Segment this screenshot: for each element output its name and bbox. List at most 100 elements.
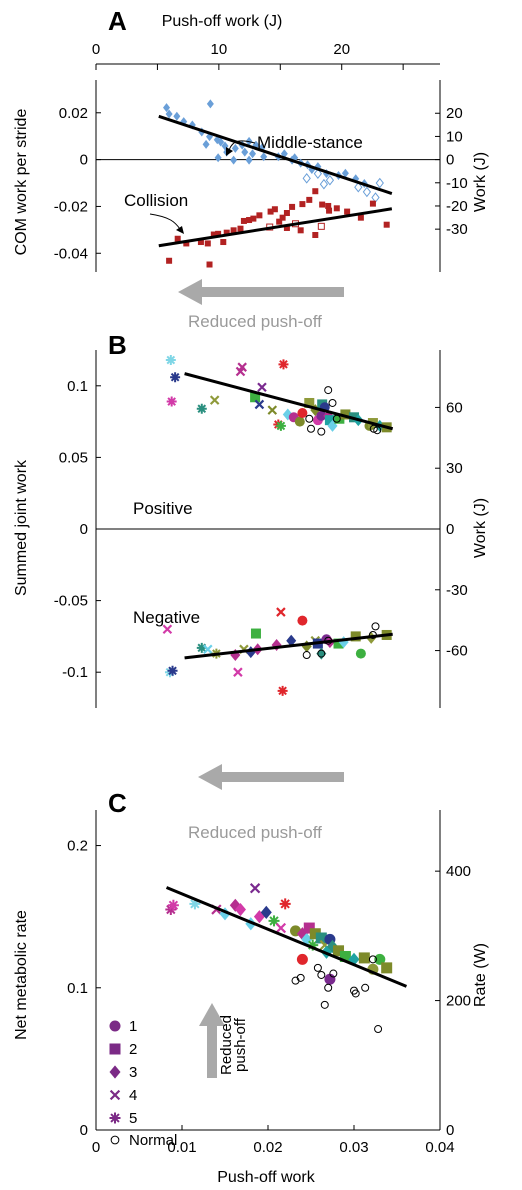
panel-c-right-ytick-label: 0 (446, 1122, 454, 1139)
middle-stance-point (249, 149, 257, 159)
panel-b-right-ytick-label: -30 (446, 582, 468, 599)
collision-fit-line (158, 207, 393, 248)
panel-label-b: B (108, 330, 127, 360)
subject-point (229, 898, 241, 912)
panel-c-right-ytick-label: 400 (446, 863, 471, 880)
subject-point (315, 932, 327, 944)
collision-point (317, 222, 325, 230)
subject-point (260, 905, 272, 919)
panel-a-ytick-label: 0.02 (59, 105, 88, 122)
subject-point (165, 355, 176, 366)
subject-point (309, 928, 321, 940)
collision-point (333, 205, 340, 212)
collision-point (166, 257, 173, 264)
middle-stance-fit-line (158, 114, 393, 195)
subject-point (234, 902, 246, 917)
reduced-pushoff-label-a: Reduced push-off (188, 312, 322, 331)
middle-stance-point (165, 109, 173, 119)
panel-b-ytick-label: 0 (80, 521, 88, 538)
panel-b-ytick-label: -0.05 (54, 593, 88, 610)
legend-marker-3 (109, 1065, 121, 1079)
subject-point (374, 953, 386, 965)
collision-point (256, 212, 263, 219)
panel-b-right-ytick-label: -60 (446, 643, 468, 660)
normal-point (373, 426, 382, 435)
collision-point (325, 202, 332, 209)
middle-stance-point (362, 186, 372, 198)
legend-label-normal: Normal (129, 1132, 177, 1149)
normal-point (371, 622, 380, 631)
subject-point (254, 399, 265, 410)
subject-point (253, 910, 265, 924)
subject-point (355, 648, 366, 659)
collision-point (326, 207, 333, 214)
subject-point (303, 922, 315, 934)
subject-point (297, 408, 308, 419)
middle-stance-point (206, 99, 214, 109)
subject-point (250, 392, 261, 403)
collision-point (237, 225, 244, 232)
subject-point (249, 883, 261, 894)
panel-a-ytick-label: -0.02 (54, 198, 88, 215)
panel-b-ytick-label: 0.1 (67, 378, 88, 395)
subject-point (257, 382, 267, 393)
subject-point (350, 631, 361, 642)
subject-point (279, 898, 291, 910)
panel-a: 0 10 20 0.02 0 -0.02 -0.04 20 10 0 -10 -20 -30 (54, 41, 468, 305)
collision-point (220, 239, 227, 246)
middle-stance-point (354, 181, 363, 193)
legend-marker-5 (109, 1112, 121, 1124)
normal-point (302, 651, 311, 660)
middle-stance-point (245, 155, 253, 165)
subject-point (275, 922, 287, 934)
subject-point (340, 409, 351, 420)
subject-point (333, 945, 345, 957)
subject-point (170, 372, 181, 383)
panel-c-xtick-label: 0.01 (167, 1139, 196, 1156)
panel-c-ytick-label: 0.1 (67, 980, 88, 997)
panel-a-right-ytick-label: -20 (446, 198, 468, 215)
normal-point (351, 989, 360, 998)
collision-point (306, 196, 313, 203)
panel-c-xlabel: Push-off work (217, 1169, 316, 1186)
middle-stance-point (325, 174, 335, 186)
vertical-arrow-head (199, 1003, 225, 1026)
collision-point (319, 201, 326, 208)
subject-point (304, 397, 315, 408)
middle-stance-point (341, 168, 349, 178)
collision-point (283, 224, 290, 231)
collision-point (283, 209, 290, 216)
normal-point (296, 973, 305, 982)
middle-stance-point (163, 103, 171, 113)
panel-b-ytick-label: -0.1 (62, 664, 88, 681)
panel-b-ytick-label: 0.05 (59, 449, 88, 466)
subject-point (250, 628, 261, 639)
panel-a-right-ytick-label: 10 (446, 128, 463, 145)
subject-point (307, 939, 319, 951)
middle-stance-point (231, 143, 239, 153)
subject-point (196, 403, 207, 414)
panel-a-top-tick-label: 20 (333, 41, 350, 58)
normal-point (317, 649, 326, 658)
normal-point (320, 1000, 329, 1009)
subject-point (277, 685, 288, 696)
positive-fit-line (184, 372, 394, 431)
panel-c-ytick-label: 0 (80, 1122, 88, 1139)
normal-point (324, 386, 333, 395)
subject-point (267, 405, 278, 415)
collision-point (289, 203, 296, 210)
negative-fit-line (184, 632, 393, 660)
collision-point (250, 215, 257, 222)
subject-point (294, 416, 305, 427)
collision-point (267, 208, 274, 215)
collision-point (279, 214, 286, 221)
pushoff-vertical-label: push-off (232, 1017, 249, 1072)
normal-point (368, 955, 377, 964)
subject-point (167, 899, 179, 911)
metabolic-fit-line (165, 886, 408, 988)
collision-point (206, 261, 213, 268)
normal-point (317, 427, 326, 436)
subject-point (339, 950, 351, 962)
legend-label-2: 2 (129, 1041, 137, 1058)
